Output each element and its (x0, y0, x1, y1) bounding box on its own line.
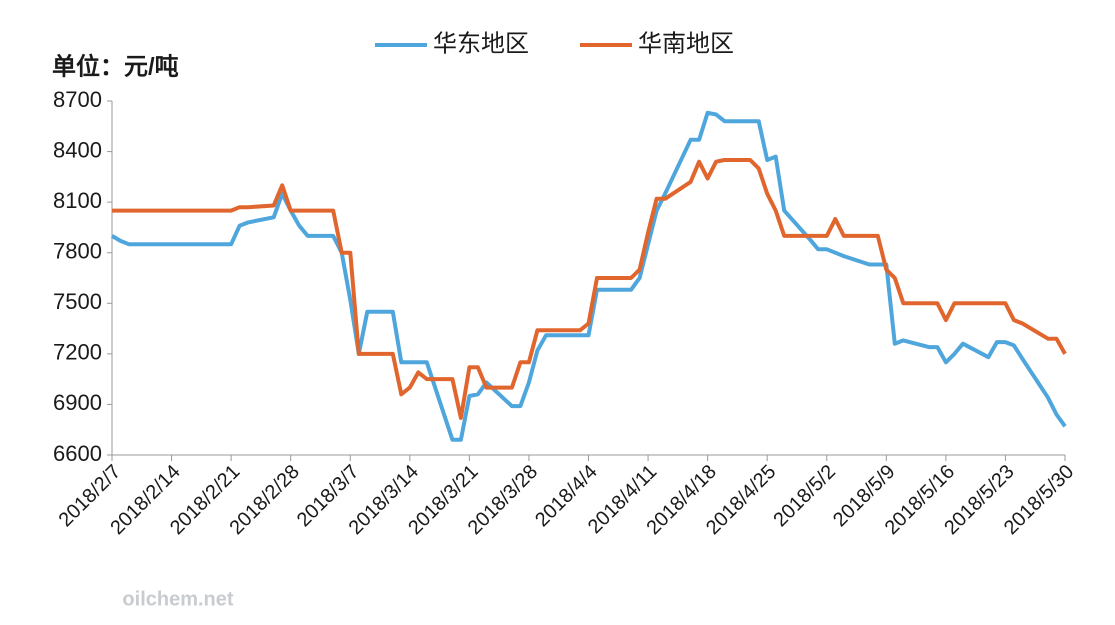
y-tick-label: 6900 (53, 390, 102, 415)
watermark: oilchem.net (122, 588, 233, 610)
y-tick-label: 6600 (53, 441, 102, 466)
legend-label: 华南地区 (638, 30, 734, 57)
x-tick-label: 2018/5/2 (769, 461, 840, 532)
y-tick-label: 8700 (53, 87, 102, 112)
unit-label: 单位：元/吨 (52, 52, 179, 80)
y-tick-label: 8400 (53, 137, 102, 162)
y-tick-label: 8100 (53, 188, 102, 213)
legend-label: 华东地区 (433, 30, 529, 57)
y-tick-label: 7500 (53, 289, 102, 314)
series-line (110, 110, 1067, 442)
y-tick-label: 7800 (53, 239, 102, 264)
series-line (112, 158, 1067, 420)
y-tick-label: 7200 (53, 340, 102, 365)
